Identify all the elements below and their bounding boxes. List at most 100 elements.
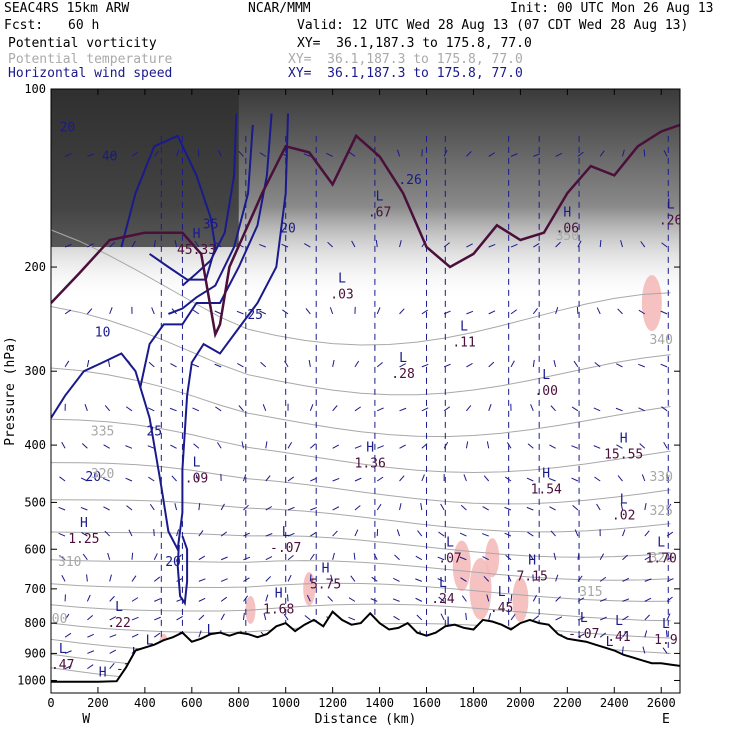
wind-vector: [393, 615, 400, 621]
wind-vector: [169, 407, 177, 412]
wind-vector: [86, 308, 93, 315]
wind-vector: [242, 612, 245, 620]
pv-extremum-kind: L: [446, 536, 454, 551]
pv-extremum-kind: L: [620, 492, 628, 507]
wind-vector: [504, 506, 512, 511]
wind-vector: [84, 404, 88, 411]
pv-extremum-value: .09: [185, 471, 208, 486]
wind-vector: [287, 532, 295, 537]
y-tick-label: 700: [24, 582, 46, 596]
wind-vector: [176, 615, 183, 621]
wind-vector: [555, 152, 563, 157]
wind-vector: [616, 363, 623, 368]
wind-vector: [596, 503, 601, 511]
wind-vector: [486, 594, 490, 602]
wind-vector: [377, 445, 384, 449]
wind-vector: [622, 615, 629, 621]
wind-vector: [510, 309, 517, 315]
wind-vector: [530, 404, 534, 411]
wind-vector: [615, 407, 623, 412]
wind-vector: [109, 663, 115, 669]
wind-vector: [643, 149, 646, 157]
wind-vector: [599, 150, 605, 157]
pv-extremum-kind: H: [542, 467, 550, 482]
wind-vector: [220, 556, 228, 561]
wind-vector: [287, 476, 295, 482]
isentrope-label: 310: [58, 555, 81, 570]
wind-vector: [644, 597, 652, 602]
wind-vector: [377, 407, 384, 412]
field-name-wind: Horizontal wind speed: [8, 66, 173, 81]
wind-vector: [443, 406, 451, 412]
wind-vector: [286, 594, 289, 602]
wind-vector: [287, 442, 293, 449]
wind-vector: [198, 630, 202, 638]
wind-vector: [660, 363, 668, 368]
wind-vector: [198, 530, 204, 537]
wind-vector: [354, 360, 360, 368]
wind-vector: [482, 533, 489, 537]
wind-vector: [663, 441, 668, 449]
pv-extremum-kind: L: [446, 616, 454, 631]
wind-vector: [466, 310, 474, 315]
x-tick-label: 1600: [412, 696, 441, 710]
wind-vector: [660, 310, 668, 315]
wind-vector: [81, 443, 88, 449]
wind-vector: [304, 243, 311, 248]
wind-vector: [460, 504, 467, 511]
wind-vector: [620, 503, 623, 511]
pv-extremum-value: .00: [534, 384, 557, 399]
wind-vector: [310, 506, 318, 511]
wind-vector: [596, 307, 601, 315]
wind-vector: [644, 503, 647, 511]
wind-vector: [639, 443, 646, 449]
pv-extremum-kind: L: [146, 633, 154, 648]
wind-vector: [351, 240, 356, 248]
wind-vector: [376, 476, 384, 482]
wind-vector: [443, 149, 448, 157]
wind-vector: [421, 309, 428, 315]
x-tick-label: 1800: [459, 696, 488, 710]
wind-vector: [666, 503, 672, 511]
x-tick-label: 2200: [553, 696, 582, 710]
wind-vector: [392, 598, 400, 602]
wind-vector: [486, 441, 490, 449]
wind-vector: [396, 529, 401, 537]
isentrope-label: 300: [44, 612, 67, 627]
wind-vector: [577, 616, 585, 621]
cloud-blob: [303, 572, 316, 606]
wind-vector: [644, 555, 652, 561]
wind-vector: [421, 407, 429, 412]
y-tick-label: 800: [24, 616, 46, 630]
wind-vector: [440, 503, 445, 511]
wind-vector: [349, 151, 356, 157]
wind-vector: [438, 531, 445, 537]
wind-vector: [354, 505, 361, 511]
wind-speed-contour: [176, 535, 189, 606]
wind-vector: [131, 240, 136, 248]
wind-vector: [661, 406, 668, 412]
wind-vector: [64, 243, 72, 248]
wind-vector: [376, 503, 382, 511]
pv-extremum-kind: L: [667, 198, 675, 213]
wind-vector: [148, 476, 155, 482]
wind-vector: [109, 649, 117, 654]
wind-vector: [640, 241, 646, 248]
wind-vector: [327, 241, 333, 248]
wind-vector: [332, 477, 340, 482]
wind-vector: [176, 149, 180, 157]
pv-extremum-value: 1.70: [646, 552, 677, 567]
wind-vector: [220, 596, 228, 602]
wind-vector: [309, 553, 315, 561]
wind-vector: [243, 504, 249, 511]
wind-vector: [58, 506, 66, 511]
wind-vector: [151, 307, 155, 315]
wind-vector: [332, 359, 335, 367]
pv-extremum-kind: L: [542, 368, 550, 383]
wind-speed-label: 25: [247, 308, 263, 323]
wind-vector: [437, 578, 445, 582]
wind-vector: [194, 240, 200, 248]
wind-vector: [399, 444, 406, 449]
x-tick-label: 1400: [365, 696, 394, 710]
wind-speed-label: 10: [95, 325, 111, 340]
